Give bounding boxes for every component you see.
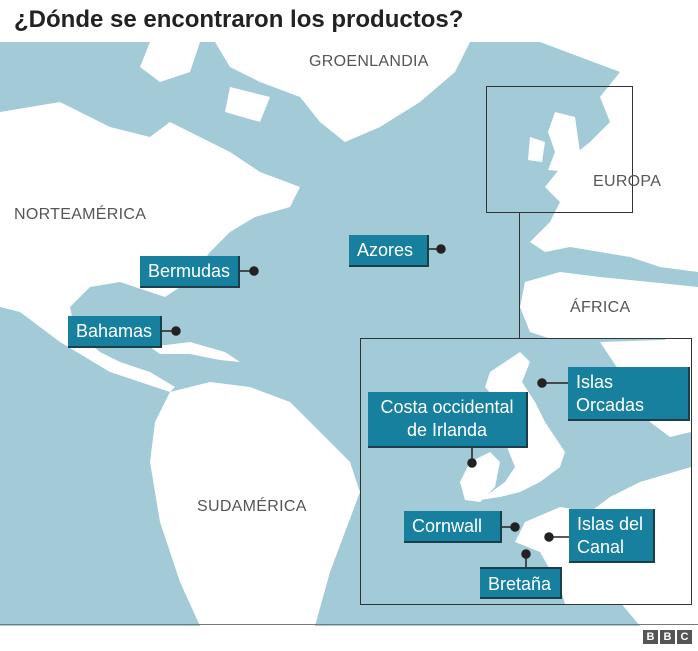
region-label-africa: ÁFRICA <box>570 299 631 316</box>
land-europe <box>530 42 698 272</box>
land-arctic-islands <box>140 42 270 122</box>
land-north-america <box>0 102 300 392</box>
land-caribbean <box>150 342 240 362</box>
region-label-north-america: NORTEAMÉRICA <box>14 206 147 223</box>
region-label-europe: EUROPA <box>593 173 662 190</box>
label-bahamas: Bahamas <box>68 316 162 348</box>
europe-highlight-box <box>486 86 633 213</box>
page-title: ¿Dónde se encontraron los productos? <box>14 6 464 33</box>
land-south-america <box>150 382 360 626</box>
label-azores: Azores <box>349 235 429 267</box>
land-greenland <box>215 42 470 142</box>
label-islas-del-canal: Islas del Canal <box>569 509 655 563</box>
region-label-greenland: GROENLANDIA <box>309 53 429 70</box>
land-uk <box>528 112 580 172</box>
label-islas-orcadas: Islas Orcadas <box>568 367 690 421</box>
label-bretana: Bretaña <box>480 567 562 599</box>
region-label-south-america: SUDAMÉRICA <box>197 498 307 515</box>
label-cornwall: Cornwall <box>404 511 502 543</box>
label-bermudas: Bermudas <box>140 256 240 288</box>
pins <box>160 244 569 569</box>
label-costa-occidental-irlanda: Costa occidental de Irlanda <box>368 392 528 448</box>
